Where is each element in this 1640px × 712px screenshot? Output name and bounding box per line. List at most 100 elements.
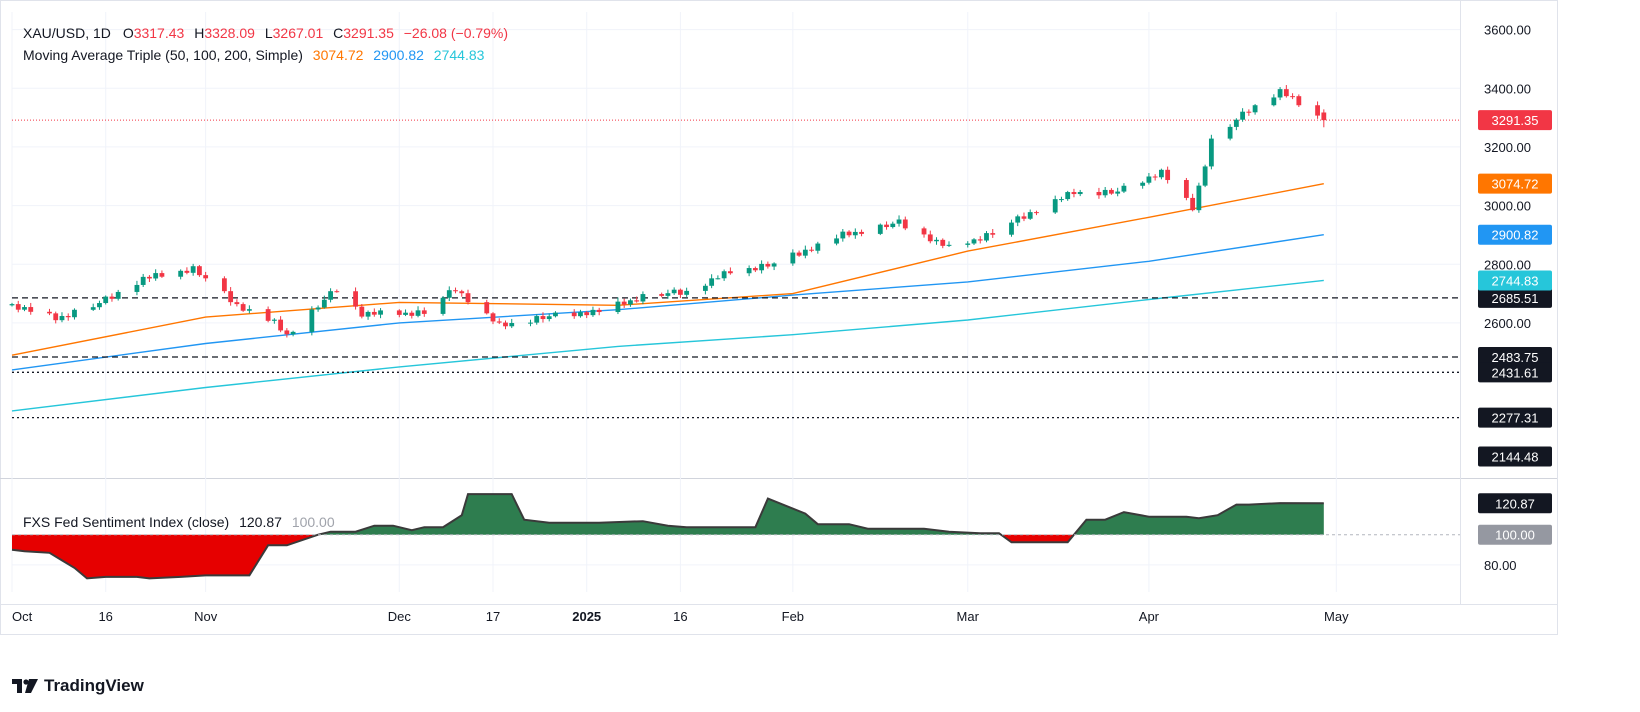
tradingview-brand[interactable]: TradingView	[12, 676, 144, 696]
candle-body	[1059, 199, 1064, 201]
ma50-value: 3074.72	[313, 47, 364, 63]
symbol-label: XAU/USD, 1D	[23, 25, 111, 41]
level-price-tag	[1478, 347, 1552, 368]
candle-body	[896, 219, 902, 224]
candle-body	[140, 276, 146, 285]
candle-body	[228, 291, 234, 303]
horizontal-level-layer	[12, 119, 1460, 419]
candle-body	[1052, 199, 1058, 213]
candle-body	[727, 271, 733, 274]
price-tick-label: 3400.00	[1484, 81, 1531, 96]
candle-body	[240, 304, 246, 311]
candle-body	[752, 268, 758, 271]
price-tick-label: 3600.00	[1484, 23, 1531, 38]
candle-body	[578, 312, 583, 317]
time-tick-label: 16	[98, 609, 112, 624]
candle-body	[1290, 96, 1295, 98]
grid-layer	[0, 0, 1558, 635]
candle-body	[409, 312, 415, 316]
candle-body	[197, 266, 202, 276]
candle-layer[interactable]	[9, 85, 1327, 338]
candle-body	[765, 263, 771, 267]
candle-body	[1021, 216, 1027, 219]
candle-body	[459, 291, 465, 294]
candle-body	[328, 291, 333, 300]
candle-body	[809, 249, 814, 251]
candle-body	[1252, 105, 1258, 113]
candle-body	[378, 310, 383, 315]
level-price-label: 2483.75	[1492, 350, 1539, 365]
candle-body	[1027, 212, 1033, 219]
candle-body	[1109, 189, 1114, 194]
candle-body	[702, 285, 708, 291]
candle-body	[884, 224, 889, 228]
candle-body	[802, 249, 808, 256]
price-tick-label: 2600.00	[1484, 316, 1531, 331]
candle-body	[421, 310, 427, 314]
candle-body	[1246, 111, 1252, 113]
candle-body	[1115, 191, 1121, 194]
ma-legend: Moving Average Triple (50, 100, 200, Sim…	[23, 47, 485, 63]
sentiment-baseline-value: 100.00	[292, 514, 335, 530]
time-tick-label: Dec	[388, 609, 412, 624]
candle-body	[621, 301, 627, 305]
low-label: L	[265, 25, 273, 41]
candle-body	[940, 239, 946, 246]
candle-body	[221, 278, 227, 292]
candle-body	[678, 289, 683, 295]
open-value: 3317.43	[134, 25, 185, 41]
candle-body	[584, 312, 590, 316]
candle-body	[971, 239, 977, 244]
candle-body	[759, 263, 765, 271]
level-price-label: 2144.48	[1492, 450, 1539, 465]
candle-body	[1321, 112, 1327, 121]
candle-body	[540, 316, 546, 320]
candle-body	[503, 322, 508, 327]
candle-body	[1183, 180, 1189, 198]
candle-body	[178, 270, 184, 277]
time-tick-label: Nov	[194, 609, 218, 624]
candle-body	[153, 273, 159, 279]
ma-price-label: 2900.82	[1492, 228, 1539, 243]
candle-body	[1034, 212, 1039, 214]
chart-frame	[0, 0, 1558, 635]
price-tick-label: 2800.00	[1484, 257, 1531, 272]
candle-body	[721, 271, 727, 279]
candle-body	[965, 243, 971, 245]
candle-body	[290, 331, 296, 335]
candle-body	[15, 304, 21, 310]
moving-average-line	[11, 234, 1324, 371]
candle-body	[1009, 222, 1014, 235]
ma-price-tag	[1478, 224, 1552, 245]
close-value: 3291.35	[343, 25, 394, 41]
time-tick-label: Apr	[1139, 609, 1160, 624]
candle-body	[1015, 216, 1021, 223]
ohlc-legend: XAU/USD, 1D O3317.43 H3328.09 L3267.01 C…	[23, 25, 508, 41]
candle-body	[234, 302, 240, 305]
candle-body	[496, 321, 502, 323]
candle-body	[440, 297, 446, 314]
level-price-tag	[1478, 446, 1552, 467]
candle-body	[1077, 191, 1083, 195]
candle-body	[159, 273, 165, 277]
candle-body	[590, 309, 596, 316]
level-price-tag	[1478, 407, 1552, 428]
time-tick-label: Feb	[782, 609, 804, 624]
candle-body	[59, 316, 65, 321]
candle-body	[65, 316, 71, 318]
ma-legend-label: Moving Average Triple (50, 100, 200, Sim…	[23, 47, 303, 63]
candle-body	[927, 234, 933, 242]
moving-average-line	[11, 183, 1324, 356]
time-tick-label: Mar	[957, 609, 980, 624]
candle-body	[90, 307, 96, 310]
candle-body	[1121, 185, 1127, 192]
candle-body	[103, 296, 109, 304]
candle-body	[9, 304, 15, 306]
candle-body	[396, 310, 402, 315]
candle-body	[109, 296, 115, 299]
candle-body	[984, 233, 989, 241]
ma100-value: 2900.82	[373, 47, 424, 63]
candle-body	[1196, 185, 1202, 211]
